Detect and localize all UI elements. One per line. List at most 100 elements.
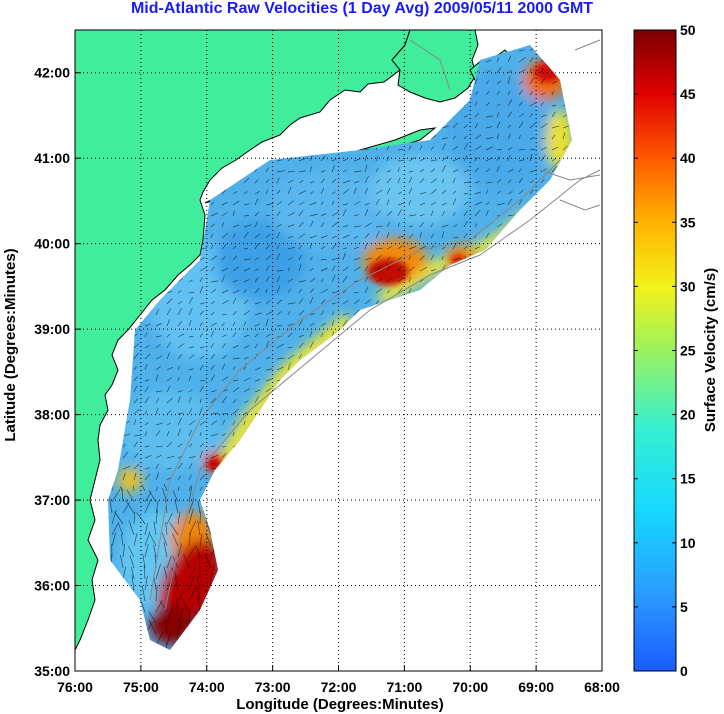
velocity-vector (298, 190, 307, 195)
velocity-vector (375, 179, 381, 184)
velocity-vector (232, 322, 236, 327)
velocity-vector (276, 189, 281, 195)
velocity-vector (243, 299, 249, 305)
velocity-vector (397, 177, 401, 184)
velocity-vector (298, 157, 307, 162)
velocity-vector (342, 247, 348, 250)
velocity-vector (353, 158, 361, 162)
velocity-vector (298, 201, 305, 206)
velocity-vector (485, 181, 493, 184)
velocity-vector (276, 324, 282, 327)
velocity-vector (133, 366, 137, 371)
velocity-vector (342, 225, 349, 228)
velocity-vector (265, 179, 270, 184)
velocity-vector (188, 485, 192, 492)
x-tick-label: 72:00 (321, 679, 357, 695)
velocity-vector (133, 441, 138, 448)
velocity-vector (144, 575, 148, 591)
velocity-vector (221, 419, 226, 426)
velocity-vector (441, 210, 445, 217)
velocity-vector (518, 81, 524, 85)
velocity-vector (287, 212, 296, 217)
velocity-vector (441, 202, 447, 206)
velocity-vector (155, 486, 158, 492)
velocity-vector (540, 114, 547, 118)
x-tick-label: 71:00 (386, 679, 422, 695)
velocity-vector (529, 68, 532, 74)
velocity-vector (254, 211, 260, 217)
velocity-vector (183, 554, 190, 569)
velocity-vector (133, 533, 138, 547)
velocity-vector (298, 233, 306, 239)
velocity-vector (419, 145, 423, 151)
velocity-vector (386, 232, 390, 239)
velocity-vector (320, 222, 325, 228)
velocity-vector (408, 255, 411, 261)
velocity-vector (463, 155, 468, 162)
velocity-vector (232, 420, 236, 426)
velocity-vector (309, 313, 315, 316)
velocity-vector (353, 257, 361, 261)
velocity-vector (463, 232, 468, 239)
velocity-vector (254, 333, 259, 338)
velocity-vector (353, 236, 358, 239)
velocity-vector (243, 334, 250, 338)
velocity-vector (463, 181, 471, 184)
velocity-vector (177, 290, 182, 294)
colorbar-tick-label: 35 (680, 214, 696, 230)
velocity-vector (386, 170, 392, 173)
velocity-vector (204, 554, 212, 569)
velocity-vector (232, 311, 237, 316)
velocity-vector (276, 343, 284, 349)
velocity-vector (309, 166, 313, 173)
velocity-vector (474, 91, 479, 96)
velocity-vector (188, 429, 192, 437)
velocity-vector (540, 92, 546, 96)
velocity-vector (144, 386, 149, 393)
velocity-vector (198, 553, 201, 569)
velocity-vector (540, 168, 547, 173)
velocity-vector (188, 545, 196, 558)
velocity-vector (419, 222, 424, 228)
velocity-vector (507, 133, 512, 140)
velocity-vector (221, 244, 227, 250)
velocity-vector (441, 125, 450, 129)
velocity-vector (210, 454, 219, 459)
velocity-vector (320, 332, 324, 338)
velocity-vector (540, 78, 545, 85)
velocity-vector (210, 420, 218, 426)
velocity-vector (221, 433, 226, 437)
velocity-vector (197, 596, 201, 613)
velocity-vector (177, 308, 182, 316)
velocity-vector (243, 232, 249, 239)
velocity-vector (155, 355, 163, 360)
velocity-vector (243, 258, 252, 261)
velocity-vector (210, 255, 218, 261)
velocity-vector (166, 377, 172, 382)
velocity-vector (441, 255, 444, 261)
velocity-vector (518, 113, 524, 118)
velocity-vector (342, 234, 350, 239)
colorbar-tick-label: 40 (680, 150, 696, 166)
velocity-vector (507, 90, 511, 96)
velocity-vector (540, 68, 544, 74)
velocity-vector (298, 342, 304, 349)
velocity-vector (320, 288, 328, 294)
velocity-vector (518, 159, 525, 162)
colorbar-tick-label: 30 (680, 278, 696, 294)
y-tick-label: 39:00 (34, 321, 70, 337)
velocity-vector (441, 246, 446, 250)
velocity-vector (287, 246, 296, 250)
velocity-vector (243, 345, 250, 349)
velocity-vector (276, 170, 285, 173)
velocity-vector (496, 90, 500, 96)
velocity-vector (166, 422, 171, 426)
velocity-vector (496, 179, 502, 184)
velocity-vector (518, 177, 523, 184)
velocity-vector (496, 223, 503, 228)
velocity-vector (331, 302, 337, 305)
velocity-vector (386, 265, 390, 272)
velocity-vector (133, 419, 137, 426)
velocity-vector (166, 341, 171, 349)
velocity-vector (397, 266, 402, 272)
